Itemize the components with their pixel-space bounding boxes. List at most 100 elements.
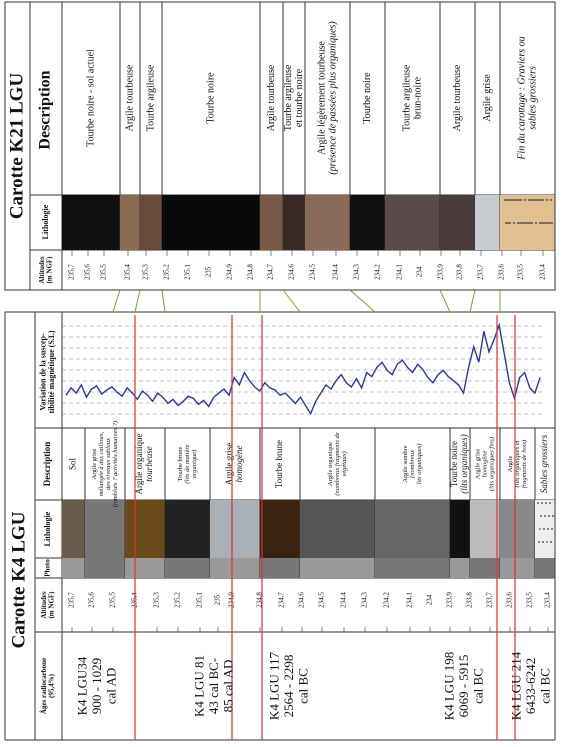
susceptibility-line	[65, 322, 541, 416]
k4-description: Argile grise	[224, 443, 234, 486]
k21-lithology	[440, 195, 475, 250]
correlation-line	[439, 289, 451, 313]
k4-description: Argile organique	[327, 442, 334, 486]
k4-description: (lits de matière	[184, 444, 191, 483]
k4-altitude: 235,5	[109, 592, 117, 608]
k4-age: 2564 - 2298	[281, 655, 296, 718]
k4-photo	[210, 558, 260, 578]
k21-description: Argile tourbeuse	[452, 64, 463, 131]
k4-description: (nombreux	[409, 450, 416, 478]
k4-altitude: 235,6	[88, 592, 96, 608]
gravel-dot	[507, 222, 509, 224]
sand-dot	[552, 515, 554, 517]
gravel-dot	[536, 199, 538, 201]
k4-header: Altitudes	[40, 591, 48, 619]
k4-photo	[260, 558, 300, 578]
k21-altitude: 235,2	[163, 264, 171, 280]
gravel-dot	[517, 222, 519, 224]
k4-description: mélangée à des cailloux,	[98, 432, 105, 497]
k4-altitude: 233,9	[446, 592, 454, 608]
k4-lithology	[260, 500, 300, 558]
k4-lithology	[470, 500, 500, 558]
k21-title: Carotte K21 LGU	[6, 73, 27, 220]
k4-header: tibilité magnétique (S.I.)	[47, 330, 56, 413]
gravel-dot	[512, 199, 514, 201]
k4-altitude: 233,7	[486, 592, 494, 608]
k21-description: Argile tourbeuse	[124, 64, 135, 131]
k21-altitude: 234	[416, 266, 424, 277]
k4-description: (lits organiques fins)	[489, 437, 496, 491]
k4-age: K4 LGU34	[75, 656, 90, 715]
k4-lithology	[535, 500, 555, 558]
correlation-line	[112, 289, 121, 313]
k4-age: 900 - 1029	[89, 658, 104, 714]
gravel-dot	[509, 222, 511, 224]
k4-altitude: 233,8	[466, 592, 474, 608]
gravel-dot	[543, 222, 545, 224]
k21-description: Argile grise	[482, 74, 493, 122]
correlation-line	[349, 289, 376, 313]
k21-altitude: 235	[205, 266, 213, 277]
k21-altitude: 235,1	[184, 264, 192, 280]
k21-description: Argile tourbeuse	[266, 64, 277, 131]
k4-altitude: 235,1	[196, 592, 204, 608]
gravel-dot	[524, 199, 526, 201]
k4-age: cal BC	[470, 668, 485, 704]
k4-header: (95,4%)	[47, 673, 55, 698]
gravel-dot	[534, 199, 536, 201]
gravel-dot	[506, 199, 508, 201]
k21-lithology	[305, 195, 350, 250]
sand-dot	[543, 528, 545, 530]
k4-header: Variation de la suscep-	[38, 333, 47, 411]
k21-header: Lithologie	[41, 204, 50, 239]
gravel-dot	[538, 199, 540, 201]
correlation-line	[161, 289, 166, 313]
sand-dot	[539, 528, 541, 530]
k4-lithology	[165, 500, 210, 558]
sand-dot	[547, 528, 549, 530]
sand-dot	[551, 528, 553, 530]
k4-age: 43 cal BC-	[206, 658, 221, 714]
k4-description: fragments de bois)	[521, 440, 528, 488]
k21-altitude: 233,4	[539, 264, 547, 280]
sand-dot	[545, 502, 547, 504]
k4-description: Argile grise	[474, 449, 481, 480]
k4-altitude: 234,3	[361, 592, 369, 608]
gravel-dot	[523, 222, 525, 224]
k4-altitude: 235	[214, 594, 222, 605]
k21-altitude: 234,6	[288, 264, 296, 280]
k21-lithology	[140, 195, 162, 250]
gravel-dot	[531, 222, 533, 224]
gravel-dot	[550, 199, 552, 201]
k4-description: lits organiques)	[416, 444, 423, 485]
k21-description: et tourbe noire	[294, 68, 305, 127]
sand-dot	[537, 502, 539, 504]
k21-altitude: 233,9	[437, 264, 445, 280]
k4-description: tourbeuse	[144, 446, 154, 482]
k21-altitude: 235,6	[84, 264, 92, 280]
k21-altitude: 235,5	[100, 264, 108, 280]
k4-lithology	[500, 500, 535, 558]
gravel-dot	[520, 199, 522, 201]
k4-photo	[450, 558, 470, 578]
k4-header: Âges radiocarbone	[40, 658, 48, 714]
k4-age: cal AD	[103, 668, 118, 704]
k4-description: Argile organique	[134, 434, 144, 495]
k4-photo	[125, 558, 165, 578]
gravel-dot	[551, 222, 553, 224]
k4-lithology	[125, 500, 165, 558]
k4-lithology	[85, 500, 125, 558]
k21-altitude: 234,2	[374, 264, 382, 280]
k4-age: K4 LGU 81	[192, 655, 207, 717]
k21-altitude: 234,9	[226, 264, 234, 280]
k4-age: cal BC	[537, 668, 552, 704]
k21-description: Argile légèrement tourbeuse	[316, 41, 327, 155]
sand-dot	[544, 515, 546, 517]
k21-altitude: 235,7	[68, 264, 76, 280]
k4-altitude: 234,4	[340, 592, 348, 608]
gravel-dot	[540, 199, 542, 201]
gravel-dot	[546, 199, 548, 201]
k4-altitude: 234,7	[278, 592, 286, 608]
k21-lithology	[350, 195, 385, 250]
k4-photo	[470, 558, 500, 578]
